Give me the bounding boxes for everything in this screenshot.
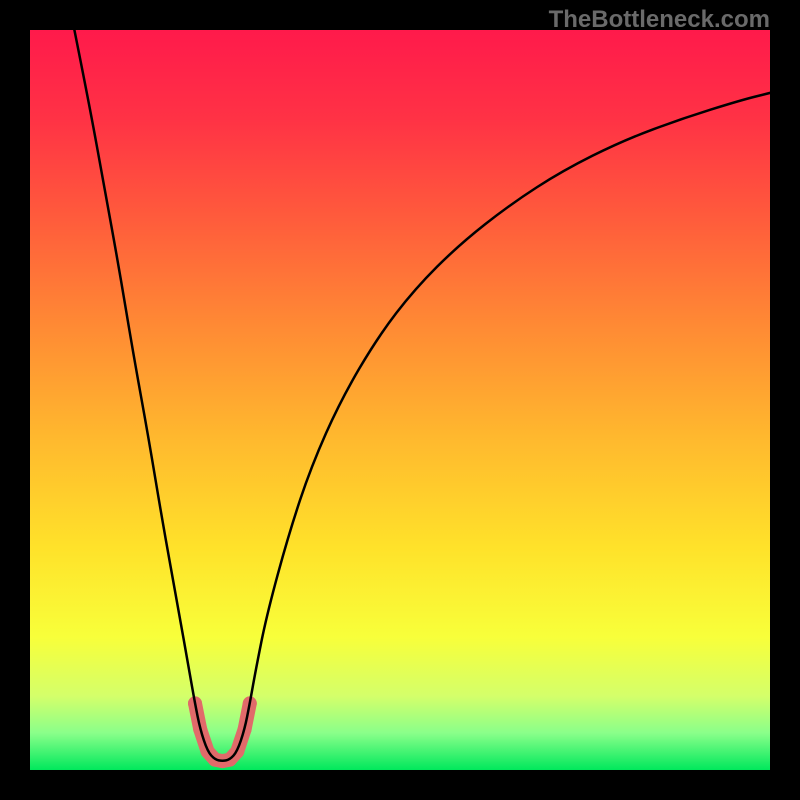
plot-area [30, 30, 770, 770]
chart-frame: TheBottleneck.com [0, 0, 800, 800]
bottleneck-curve [74, 30, 770, 761]
plot-svg [30, 30, 770, 770]
